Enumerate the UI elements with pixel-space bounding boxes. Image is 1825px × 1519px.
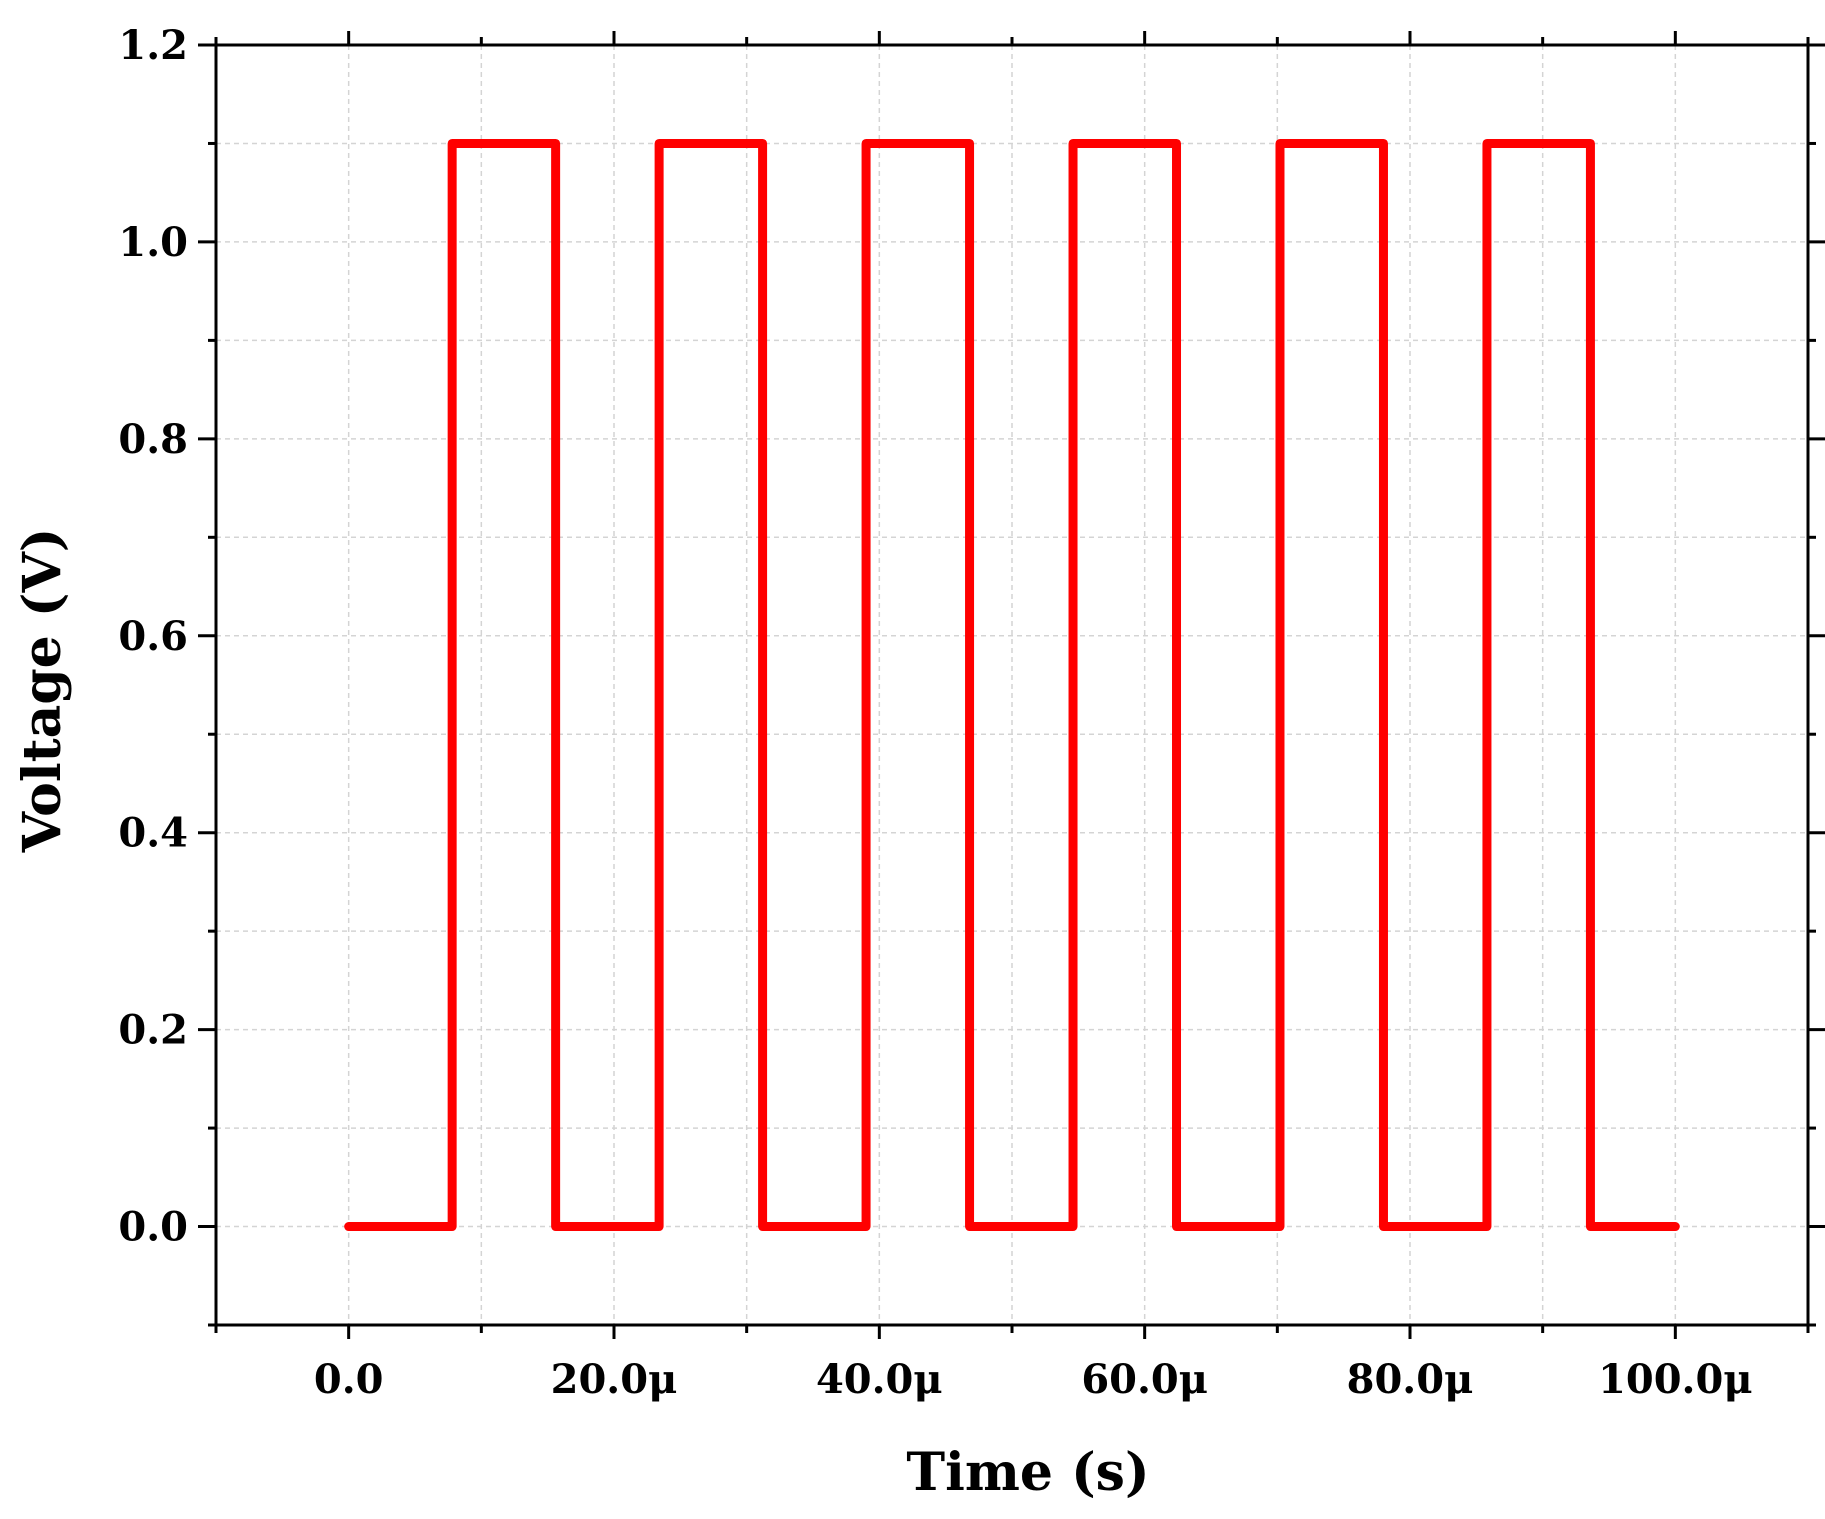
series-layer [344,138,1680,1232]
tick-labels: 0.0 20.0μ 40.0μ 60.0μ 80.0μ 100.0μ 0.0 0.2 0.4 0.… [118,22,1752,1403]
y-tick-label: 0.0 [118,1204,188,1251]
y-tick-label: 1.0 [118,219,188,266]
y-tick-label: 0.6 [118,613,188,660]
y-axis-title: Voltage (V) [12,528,73,854]
x-tick-label: 80.0μ [1347,1356,1474,1403]
x-tick-label: 20.0μ [551,1356,678,1403]
x-tick-label: 0.0 [314,1356,384,1403]
y-tick-label: 0.2 [118,1007,188,1054]
x-tick-label: 100.0μ [1598,1356,1753,1403]
y-tick-label: 1.2 [118,22,188,69]
x-tick-label: 40.0μ [816,1356,943,1403]
series-line-0 [344,138,1680,1232]
tick-marks [198,31,1825,1339]
y-tick-label: 0.4 [118,810,188,857]
x-tick-label: 60.0μ [1081,1356,1208,1403]
y-tick-label: 0.8 [118,416,188,463]
x-axis-title: Time (s) [906,1442,1149,1503]
